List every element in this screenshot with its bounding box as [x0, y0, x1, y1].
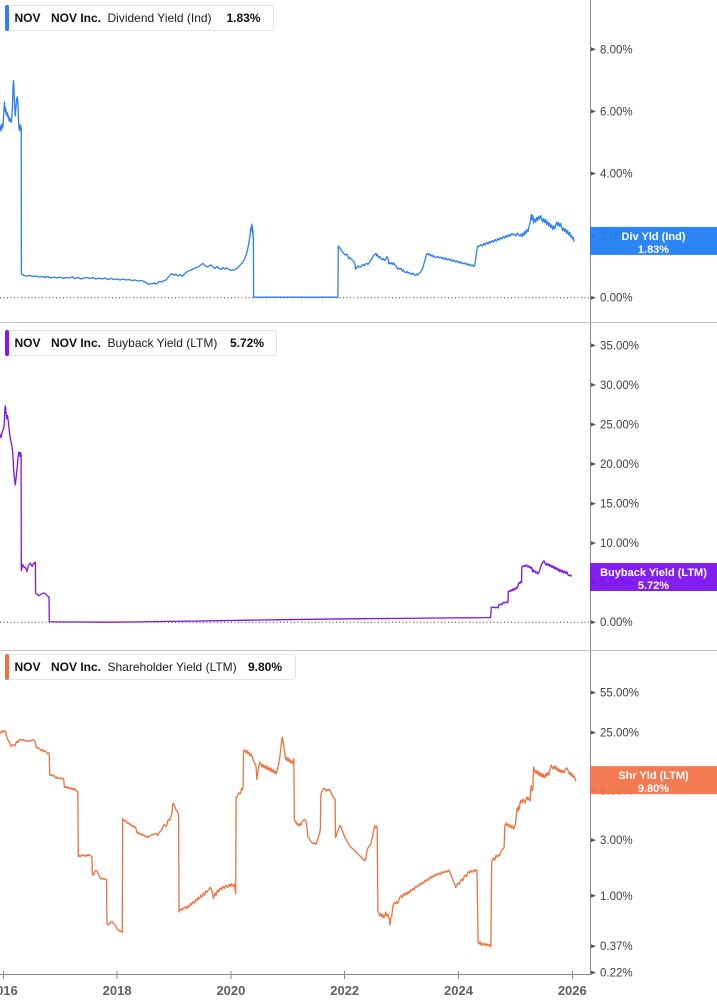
svg-text:3.00%: 3.00%: [600, 835, 633, 847]
svg-text:2016: 2016: [0, 983, 18, 998]
svg-text:0.22%: 0.22%: [600, 968, 633, 980]
svg-text:Div Yld (Ind): Div Yld (Ind): [622, 231, 686, 243]
svg-text:2018: 2018: [103, 983, 132, 998]
svg-text:2024: 2024: [444, 983, 474, 998]
svg-text:55.00%: 55.00%: [600, 688, 639, 700]
svg-text:0.00%: 0.00%: [600, 293, 633, 305]
svg-text:Shr Yld (LTM): Shr Yld (LTM): [618, 770, 689, 782]
svg-text:0.00%: 0.00%: [600, 617, 633, 629]
svg-text:25.00%: 25.00%: [600, 419, 639, 431]
svg-text:20.00%: 20.00%: [600, 459, 639, 471]
svg-text:1.00%: 1.00%: [600, 891, 633, 903]
svg-text:Buyback Yield (LTM): Buyback Yield (LTM): [600, 567, 707, 579]
svg-text:25.00%: 25.00%: [600, 728, 639, 740]
svg-text:2020: 2020: [216, 983, 245, 998]
svg-text:6.00%: 6.00%: [600, 106, 633, 118]
svg-text:9.80%: 9.80%: [638, 783, 669, 795]
svg-text:8.00%: 8.00%: [600, 44, 633, 56]
svg-text:2022: 2022: [330, 983, 359, 998]
svg-text:5.72%: 5.72%: [638, 580, 669, 592]
svg-text:2026: 2026: [558, 983, 587, 998]
svg-text:10.00%: 10.00%: [600, 538, 639, 550]
svg-text:1.83%: 1.83%: [638, 244, 669, 256]
svg-text:0.37%: 0.37%: [600, 941, 633, 953]
svg-text:4.00%: 4.00%: [600, 169, 633, 181]
svg-text:35.00%: 35.00%: [600, 340, 639, 352]
svg-text:30.00%: 30.00%: [600, 380, 639, 392]
svg-text:15.00%: 15.00%: [600, 499, 639, 511]
